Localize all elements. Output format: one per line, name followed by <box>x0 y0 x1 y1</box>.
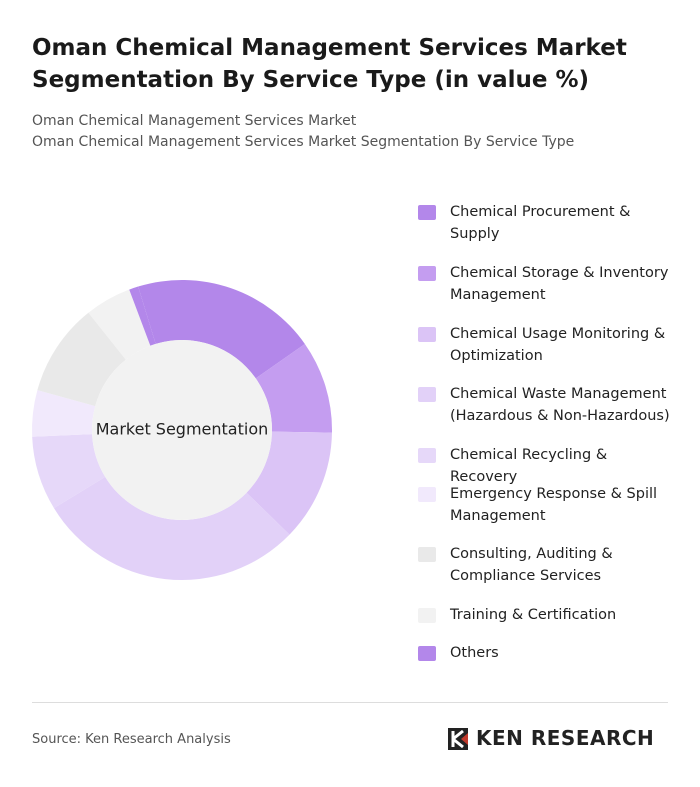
legend-swatch <box>418 608 436 623</box>
donut-segment <box>32 390 96 437</box>
source: Source: Ken Research Analysis <box>32 732 231 747</box>
legend-swatch <box>418 646 436 661</box>
legend-label: Chemical Recycling & Recovery <box>450 447 608 485</box>
donut-segment <box>53 476 290 580</box>
brand-icon <box>448 728 468 750</box>
donut-segment <box>37 312 126 407</box>
donut-segment <box>129 286 156 346</box>
legend-label: Chemical Waste Management (Hazardous & N… <box>450 386 670 424</box>
legend-label: Emergency Response & Spill Management <box>450 486 658 524</box>
donut-segment <box>255 343 332 433</box>
legend-swatch <box>418 448 436 463</box>
donut-segment <box>246 431 332 535</box>
legend-swatch <box>418 547 436 562</box>
legend-swatch <box>418 487 436 502</box>
legend-swatch <box>418 266 436 281</box>
legend-swatch <box>418 327 436 342</box>
legend-label: Others <box>450 645 499 661</box>
brand: KEN RESEARCH <box>476 726 655 750</box>
legend-swatch <box>418 387 436 402</box>
donut-chart: Market Segmentation <box>32 280 332 580</box>
subtitle: Oman Chemical Management Services Market <box>32 113 357 129</box>
divider <box>32 702 668 703</box>
legend-label: Consulting, Auditing & Compliance Servic… <box>450 546 613 584</box>
legend-label: Training & Certification <box>450 607 617 623</box>
donut-segment <box>32 434 106 509</box>
chart-title: Oman Chemical Management Services Market… <box>32 35 627 93</box>
center-label: Market Segmentation <box>96 420 269 439</box>
legend-label: Chemical Usage Monitoring & Optimization <box>450 326 666 364</box>
subtitle: Oman Chemical Management Services Market… <box>32 134 575 150</box>
donut-segment <box>88 289 151 360</box>
donut-segment <box>138 280 305 379</box>
donut-hole <box>92 340 272 520</box>
legend-swatch <box>418 205 436 220</box>
legend-label: Chemical Storage & Inventory Management <box>450 265 669 303</box>
legend-label: Chemical Procurement & Supply <box>450 204 631 242</box>
